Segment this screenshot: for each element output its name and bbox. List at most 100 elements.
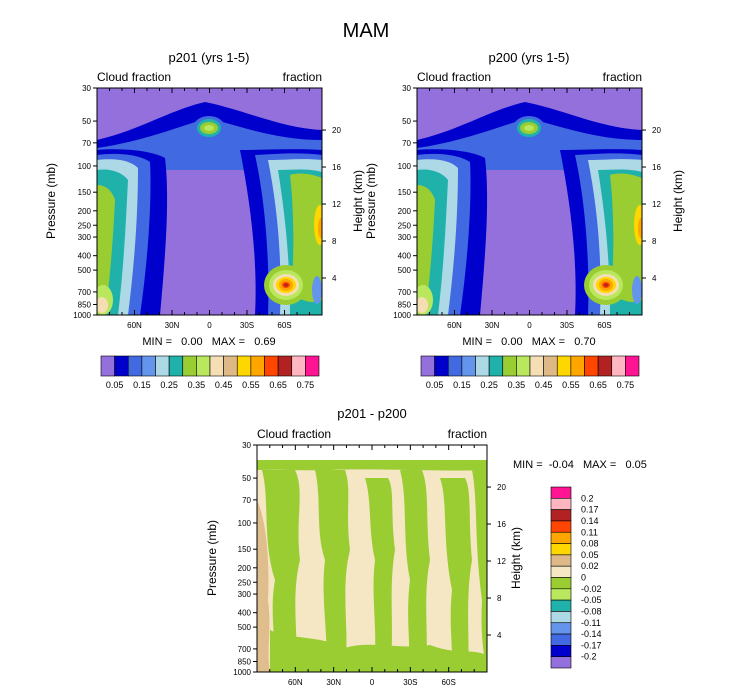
pressure-tick-label: 50: [82, 117, 91, 126]
colorbar-label: -0.08: [581, 606, 602, 616]
height-tick-label: 8: [652, 237, 657, 246]
pressure-tick-label: 30: [402, 84, 411, 93]
panel-difference: p201 - p200 Cloud fraction fraction 30 50…: [205, 406, 647, 687]
right-subtitle: fraction: [283, 70, 322, 84]
left-subtitle: Cloud fraction: [417, 70, 491, 84]
colorbar-swatch: [550, 599, 572, 612]
min-max-stats: MIN = 0.00 MAX = 0.69: [142, 336, 275, 348]
colorbar-swatch: [291, 355, 306, 377]
y-axis-label: Pressure (mb): [44, 163, 58, 239]
colorbar-label: 0.25: [160, 380, 178, 390]
colorbar-swatch: [550, 486, 572, 499]
pressure-tick-label: 150: [78, 188, 92, 197]
colorbar-label: -0.17: [581, 640, 602, 650]
panel-title: p201 (yrs 1-5): [169, 50, 250, 65]
pressure-tick-label: 700: [238, 645, 252, 654]
colorbar-label: 0.15: [453, 380, 471, 390]
height-tick-label: 20: [652, 126, 661, 135]
colorbar-label: 0.35: [508, 380, 526, 390]
pressure-tick-label: 200: [238, 564, 252, 573]
colorbar-swatch: [550, 611, 572, 624]
lat-tick-label: 60N: [288, 678, 303, 687]
colorbar-swatch: [141, 355, 156, 377]
height-tick-label: 8: [497, 594, 502, 603]
pressure-tick-label: 250: [398, 221, 412, 230]
colorbar-label: 0.08: [581, 539, 599, 549]
colorbar-label: 0.02: [581, 561, 599, 571]
colorbar-label: 0.75: [617, 380, 635, 390]
colorbar-swatch: [209, 355, 224, 377]
pressure-tick-label: 400: [398, 252, 412, 261]
colorbar-swatch: [434, 355, 449, 377]
colorbar-label: 0.05: [426, 380, 444, 390]
colorbar-swatch: [550, 577, 572, 590]
lat-tick-label: 60N: [127, 321, 142, 330]
colorbar-swatch: [516, 355, 531, 377]
colorbar-label: -0.14: [581, 629, 602, 639]
pressure-tick-label: 250: [238, 578, 252, 587]
colorbar-swatch: [550, 622, 572, 635]
colorbar-swatch: [597, 355, 613, 377]
height-tick-label: 16: [497, 520, 506, 529]
colorbar-label: -0.11: [581, 618, 601, 628]
height-tick-label: 12: [652, 200, 661, 209]
pressure-tick-label: 70: [242, 496, 251, 505]
pressure-tick-label: 50: [402, 117, 411, 126]
lat-tick-label: 30S: [560, 321, 574, 330]
colorbar-swatch: [529, 355, 544, 377]
colorbar-label: 0.65: [269, 380, 287, 390]
lat-tick-label: 60S: [597, 321, 611, 330]
lat-tick-label: 30N: [326, 678, 341, 687]
pressure-tick-label: 300: [398, 233, 412, 242]
min-max-stats: MIN = 0.00 MAX = 0.70: [462, 336, 595, 348]
colorbar-swatch: [475, 355, 490, 377]
right-subtitle: fraction: [603, 70, 642, 84]
colorbar-swatch: [264, 355, 279, 377]
colorbar-swatch: [584, 355, 599, 377]
contour-field: [417, 88, 642, 315]
colorbar-label: -0.2: [581, 652, 597, 662]
colorbar-swatch: [114, 355, 129, 377]
y-axis-label: Pressure (mb): [364, 163, 378, 239]
colorbar-swatch: [550, 509, 572, 522]
pressure-tick-label: 850: [398, 300, 412, 309]
colorbar-label: 0.55: [562, 380, 580, 390]
y-axis-label: Pressure (mb): [205, 520, 219, 596]
pressure-tick-label: 1000: [233, 668, 251, 677]
lat-tick-label: 30S: [240, 321, 254, 330]
colorbar-swatch: [625, 355, 640, 377]
colorbar-label: 0.75: [297, 380, 315, 390]
lat-tick-label: 60N: [447, 321, 462, 330]
colorbar-swatch: [543, 355, 558, 377]
colorbar-swatch: [550, 520, 572, 533]
colorbar-label: 0.11: [581, 527, 598, 537]
height-tick-label: 20: [332, 126, 341, 135]
lat-tick-label: 60S: [442, 678, 456, 687]
pressure-tick-label: 300: [238, 590, 252, 599]
colorbar-label: 0.45: [535, 380, 553, 390]
colorbar-swatch: [488, 355, 504, 377]
height-tick-label: 4: [652, 274, 657, 283]
colorbar-swatch: [461, 355, 476, 377]
colorbar-label: 0.65: [589, 380, 607, 390]
pressure-tick-label: 500: [238, 623, 252, 632]
contour-field: [97, 88, 322, 315]
panel-title: p201 - p200: [337, 406, 406, 421]
height-tick-label: 12: [332, 200, 341, 209]
pressure-tick-label: 700: [78, 288, 92, 297]
colorbar-swatch: [550, 531, 572, 544]
pressure-tick-label: 1000: [73, 311, 91, 320]
colorbar-swatch: [550, 565, 572, 578]
colorbar-swatch: [305, 355, 320, 377]
colorbar-label: -0.02: [581, 584, 602, 594]
colorbar-swatch: [236, 355, 252, 377]
colorbar-swatch: [550, 588, 572, 601]
height-tick-label: 20: [497, 483, 506, 492]
pressure-tick-label: 850: [78, 300, 92, 309]
colorbar-label: 0.15: [133, 380, 151, 390]
right-y-axis-label: Height (km): [671, 170, 685, 232]
pressure-tick-label: 50: [242, 474, 251, 483]
colorbar-label: 0.05: [581, 550, 599, 560]
colorbar-swatch: [155, 355, 170, 377]
